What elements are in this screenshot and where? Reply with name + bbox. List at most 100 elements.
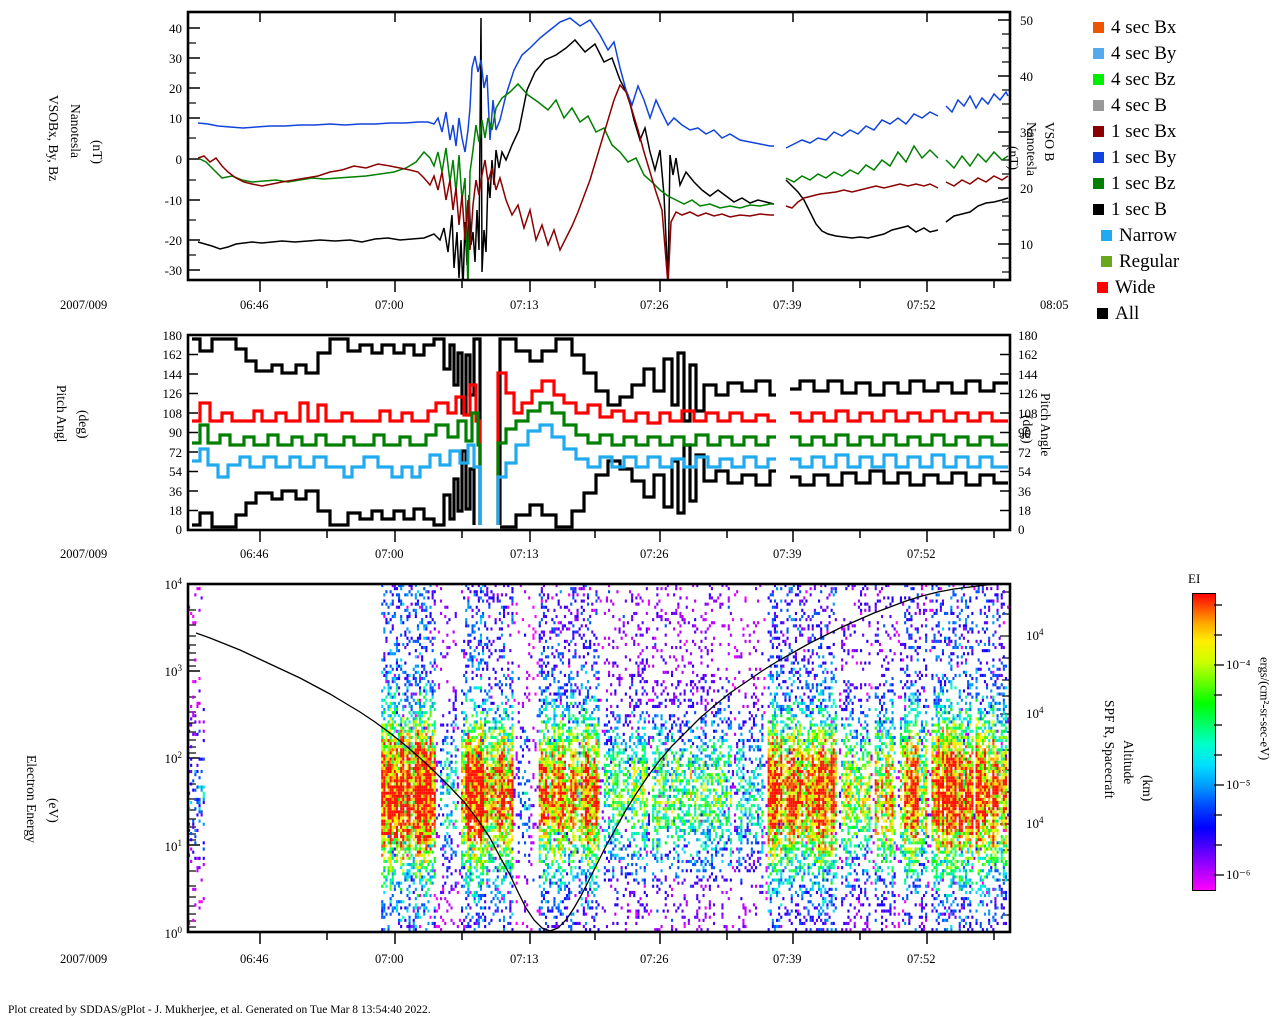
trace-1sec-By	[197, 17, 774, 153]
mag-left-axis-title: VSOBx, By, Bz	[44, 95, 61, 181]
spec-left-ticklabels: 104 103 102 101 100	[165, 576, 183, 941]
legend-item-2[interactable]: 4 sec Bz	[1093, 66, 1278, 92]
svg-text:40: 40	[1020, 69, 1033, 84]
mag-date-label: 2007/009	[60, 298, 108, 312]
legend-item-8[interactable]: Narrow	[1101, 222, 1278, 248]
spec-right-axis-line2: Altitude	[1120, 740, 1136, 785]
legend-swatch-1	[1093, 47, 1104, 59]
svg-text:104: 104	[1026, 627, 1044, 643]
legend-item-9[interactable]: Regular	[1101, 248, 1278, 274]
mag-left-minor-ticks	[188, 42, 196, 256]
svg-text:0: 0	[176, 522, 183, 537]
spec-time-label-3: 07:26	[640, 952, 669, 966]
mag-x-ticks	[259, 280, 995, 292]
spec-right-axis-line1: SPF R, Spacecraft	[1101, 700, 1117, 799]
svg-text:126: 126	[163, 386, 183, 401]
spec-right-axis-title-3: (km)	[1138, 775, 1155, 801]
pitch-regular-2	[496, 401, 776, 525]
svg-text:-10: -10	[165, 193, 182, 208]
svg-text:101: 101	[165, 838, 183, 854]
svg-text:104: 104	[1026, 705, 1044, 721]
spec-right-axis-line3: (km)	[1139, 775, 1155, 802]
trace-1sec-Bz	[197, 82, 774, 280]
svg-text:-30: -30	[165, 263, 182, 278]
svg-text:10: 10	[1020, 237, 1033, 252]
pitch-left-axis-line1: Pitch Angl	[53, 385, 69, 443]
mag-time-label-1: 07:00	[375, 298, 404, 312]
legend-item-0[interactable]: 4 sec Bx	[1093, 14, 1278, 40]
pitch-date-label: 2007/009	[60, 547, 108, 561]
legend-swatch-10	[1097, 281, 1108, 293]
legend-swatch-2	[1093, 73, 1104, 85]
panel-pitch-angle: Pitch Angl (deg) Pitch Angle (deg) 180 16…	[0, 325, 1060, 561]
colorbar-ticks-svg	[1214, 604, 1224, 876]
spec-plot-svg: 104 103 102 101 100 104 104 104	[165, 576, 1044, 944]
pitch-narrow-2	[496, 423, 776, 525]
spec-time-label-0: 06:46	[240, 952, 269, 966]
legend-label-3: 4 sec B	[1111, 94, 1167, 116]
trace-1sec-B-gap3	[945, 197, 1009, 223]
svg-text:100: 100	[165, 925, 183, 941]
svg-text:180: 180	[163, 328, 183, 343]
mag-left-axis-line2: Nanotesla	[67, 104, 83, 158]
legend-item-11[interactable]: All	[1097, 300, 1278, 326]
colorbar-group: EI 10⁻⁴ 10⁻⁵ 10⁻⁶ ergs/(cm²-sr-sec-eV)	[1180, 565, 1280, 935]
svg-text:50: 50	[1020, 13, 1033, 28]
legend-swatch-11	[1097, 307, 1108, 319]
panel-magnetic-field: VSOBx, By, Bz Nanotesla (nT) VSO B Nanot…	[0, 0, 1068, 320]
trace-1sec-Bx-gap2	[785, 183, 939, 209]
svg-text:72: 72	[1018, 445, 1031, 460]
svg-text:108: 108	[163, 406, 183, 421]
legend-label-8: Narrow	[1119, 224, 1178, 246]
colorbar-units: ergs/(cm²-sr-sec-eV)	[1257, 657, 1272, 761]
legend: 4 sec Bx 4 sec By 4 sec Bz 4 sec B 1 sec…	[1093, 14, 1278, 326]
pitch-time-label-2: 07:13	[510, 547, 539, 561]
spec-right-ticklabels: 104 104 104	[1026, 627, 1044, 831]
mag-traces	[197, 17, 1009, 280]
svg-text:108: 108	[1018, 406, 1038, 421]
pitch-time-label-0: 06:46	[240, 547, 269, 561]
spec-left-axis-title-2: (eV)	[44, 798, 61, 823]
mag-time-label-3: 07:26	[640, 298, 669, 312]
legend-item-4[interactable]: 1 sec Bx	[1093, 118, 1278, 144]
svg-text:20: 20	[1020, 181, 1033, 196]
legend-item-5[interactable]: 1 sec By	[1093, 144, 1278, 170]
pitch-regular-3	[790, 433, 1008, 447]
legend-item-7[interactable]: 1 sec B	[1093, 196, 1278, 222]
pitch-all-lower-3	[790, 469, 1008, 487]
colorbar-title: EI	[1188, 571, 1201, 586]
svg-text:162: 162	[163, 347, 183, 362]
mag-left-axis-title-2: Nanotesla	[66, 104, 83, 158]
pitch-time-label-3: 07:26	[640, 547, 669, 561]
svg-text:36: 36	[1018, 484, 1032, 499]
pitch-wide	[192, 383, 482, 525]
legend-label-10: Wide	[1115, 276, 1156, 298]
svg-text:54: 54	[169, 464, 183, 479]
legend-item-10[interactable]: Wide	[1097, 274, 1278, 300]
legend-swatch-7	[1093, 203, 1104, 215]
legend-item-1[interactable]: 4 sec By	[1093, 40, 1278, 66]
spec-right-axis-title-2: Altitude	[1119, 740, 1136, 784]
legend-item-3[interactable]: 4 sec B	[1093, 92, 1278, 118]
legend-swatch-9	[1101, 255, 1112, 267]
legend-item-6[interactable]: 1 sec Bz	[1093, 170, 1278, 196]
svg-text:20: 20	[169, 81, 182, 96]
pitch-wide-2	[496, 371, 776, 525]
mag-time-label-4: 07:39	[773, 298, 802, 312]
svg-text:102: 102	[165, 750, 183, 766]
legend-label-5: 1 sec By	[1111, 146, 1177, 168]
mag-right-axis-title-3: (nT)	[1004, 146, 1021, 170]
pitch-right-axis-line2: (deg)	[1019, 415, 1035, 444]
legend-swatch-4	[1093, 125, 1104, 137]
svg-text:104: 104	[1026, 815, 1044, 831]
mag-time-label-6: 08:05	[1040, 298, 1069, 312]
trace-1sec-B-gap2	[785, 179, 939, 239]
legend-swatch-6	[1093, 177, 1104, 189]
pitch-x-ticks	[259, 530, 995, 542]
legend-label-11: All	[1115, 302, 1140, 324]
panel-electron-spectrogram: Electron Energy (eV) 104 103 102 101 100…	[0, 570, 1060, 990]
pitch-traces	[192, 337, 1008, 529]
mag-plot-frame	[186, 10, 1012, 282]
legend-label-4: 1 sec Bx	[1111, 120, 1177, 142]
spec-x-ticks	[259, 932, 995, 944]
